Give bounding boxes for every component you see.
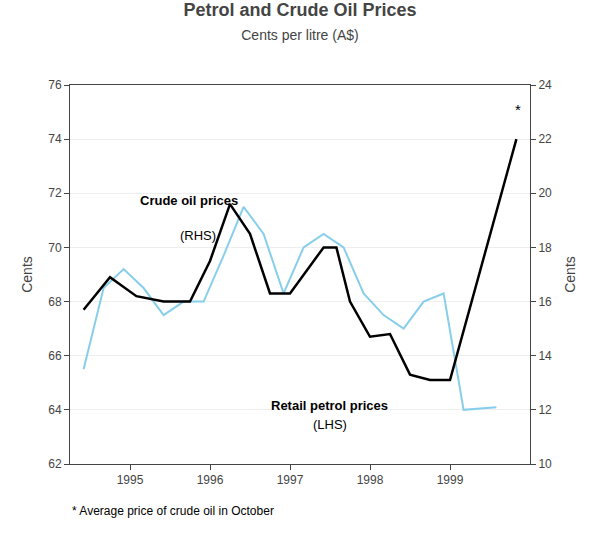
svg-text:* Average price of crude oil i: * Average price of crude oil in October xyxy=(72,504,274,518)
svg-text:(LHS): (LHS) xyxy=(313,417,347,432)
svg-text:1996: 1996 xyxy=(197,473,224,487)
svg-text:Cents: Cents xyxy=(562,256,578,293)
svg-text:14: 14 xyxy=(538,349,552,363)
svg-text:24: 24 xyxy=(538,78,552,92)
svg-text:72: 72 xyxy=(48,186,62,200)
svg-text:*: * xyxy=(515,101,521,118)
svg-text:(RHS): (RHS) xyxy=(180,228,216,243)
svg-text:12: 12 xyxy=(538,403,552,417)
svg-text:10: 10 xyxy=(538,457,552,471)
svg-text:20: 20 xyxy=(538,186,552,200)
svg-text:Cents: Cents xyxy=(19,256,35,293)
svg-text:22: 22 xyxy=(538,132,552,146)
svg-text:1995: 1995 xyxy=(117,473,144,487)
svg-text:68: 68 xyxy=(48,295,62,309)
svg-text:66: 66 xyxy=(48,349,62,363)
svg-text:62: 62 xyxy=(48,457,62,471)
svg-text:1997: 1997 xyxy=(277,473,304,487)
svg-text:Retail petrol prices: Retail petrol prices xyxy=(271,398,388,413)
svg-text:74: 74 xyxy=(48,132,62,146)
svg-text:Petrol and Crude Oil PricesCen: Petrol and Crude Oil PricesCents per lit… xyxy=(183,0,416,42)
svg-text:76: 76 xyxy=(48,78,62,92)
svg-text:70: 70 xyxy=(48,241,62,255)
svg-text:16: 16 xyxy=(538,295,552,309)
svg-text:64: 64 xyxy=(48,403,62,417)
svg-text:1999: 1999 xyxy=(437,473,464,487)
svg-text:Crude oil prices: Crude oil prices xyxy=(140,193,238,208)
svg-text:18: 18 xyxy=(538,241,552,255)
svg-text:1998: 1998 xyxy=(357,473,384,487)
